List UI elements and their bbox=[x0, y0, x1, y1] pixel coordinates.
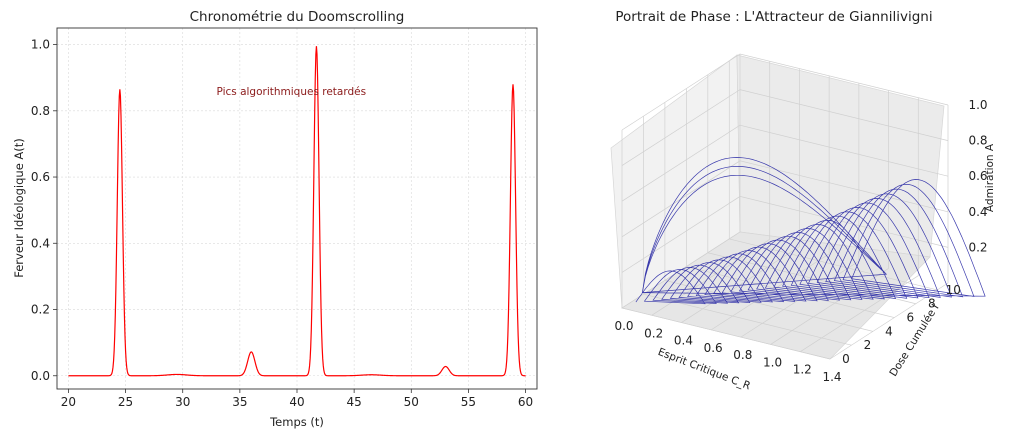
left-chart-title: Chronométrie du Doomscrolling bbox=[190, 9, 405, 25]
wall-gridline bbox=[621, 124, 949, 202]
x3-tick-label: 1.2 bbox=[793, 363, 812, 377]
x-tick-label: 45 bbox=[347, 395, 362, 409]
floor-gridline bbox=[686, 266, 895, 318]
y3-tick-label: 0 bbox=[842, 352, 850, 366]
floor-gridline bbox=[621, 307, 831, 360]
attractor-line bbox=[635, 157, 986, 305]
left-chart: Chronométrie du Doomscrolling 20 25 30 35 40… bbox=[12, 9, 538, 429]
y-tick-label: 0.0 bbox=[31, 369, 50, 383]
x-tick-label: 50 bbox=[404, 395, 419, 409]
right-chart-zlabel: Admiration A bbox=[984, 143, 996, 212]
y-tick-label: 0.2 bbox=[31, 303, 50, 317]
x-tick-label: 55 bbox=[461, 395, 476, 409]
floor-gridline bbox=[681, 246, 800, 323]
x3-tick-label: 0.0 bbox=[614, 319, 633, 333]
floor-gridline bbox=[664, 280, 873, 332]
y-tick-label: 0.6 bbox=[31, 170, 50, 184]
pane-back-right bbox=[736, 54, 945, 258]
x3-tick-label: 1.0 bbox=[763, 355, 782, 369]
left-chart-xlabel: Temps (t) bbox=[269, 415, 324, 429]
y3-tick-label: 10 bbox=[946, 283, 961, 297]
x-tick-label: 40 bbox=[289, 395, 304, 409]
floor-gridline bbox=[800, 275, 919, 353]
ferveur-line bbox=[68, 46, 526, 377]
right-chart: Portrait de Phase : L'Attracteur de Gian… bbox=[610, 9, 996, 392]
y-tick-label: 0.4 bbox=[31, 236, 50, 250]
x-tick-label: 35 bbox=[232, 395, 247, 409]
wall-gridline bbox=[621, 53, 949, 131]
left-chart-ylabel: Ferveur Idéologique A(t) bbox=[12, 138, 26, 278]
x-tick-label: 20 bbox=[61, 395, 76, 409]
right-chart-series bbox=[635, 157, 986, 305]
x3-tick-label: 1.4 bbox=[822, 370, 841, 384]
y-tick-label: 1.0 bbox=[31, 38, 50, 52]
z3-tick-label: 0.4 bbox=[968, 205, 987, 219]
y3-tick-label: 2 bbox=[864, 338, 872, 352]
z3-tick-label: 0.6 bbox=[968, 169, 987, 183]
x-tick-label: 25 bbox=[118, 395, 133, 409]
right-chart-title: Portrait de Phase : L'Attracteur de Gian… bbox=[615, 9, 932, 25]
y3-tick-label: 8 bbox=[928, 297, 936, 311]
x3-tick-label: 0.2 bbox=[644, 326, 663, 340]
left-chart-ticks: 20 25 30 35 40 45 50 55 60 0.0 0.2 0.4 0.6 0.8 1.0 bbox=[31, 38, 533, 409]
z3-tick-label: 0.8 bbox=[968, 134, 987, 148]
z3-tick-label: 0.2 bbox=[968, 240, 987, 254]
x-tick-label: 60 bbox=[518, 395, 533, 409]
right-chart-grid bbox=[621, 53, 949, 360]
wall-gridline bbox=[621, 89, 949, 166]
x3-tick-label: 0.4 bbox=[674, 334, 693, 348]
wall-gridline bbox=[621, 160, 949, 238]
left-chart-grid bbox=[57, 28, 537, 389]
y3-tick-label: 6 bbox=[907, 311, 915, 325]
left-chart-series bbox=[68, 46, 526, 377]
wall-gridline bbox=[621, 196, 949, 273]
z3-tick-label: 1.0 bbox=[968, 98, 987, 112]
y-tick-label: 0.8 bbox=[31, 104, 50, 118]
peak-annotation: Pics algorithmiques retardés bbox=[216, 86, 366, 98]
x3-tick-label: 0.6 bbox=[704, 341, 723, 355]
right-chart-ylabel: Dose Cumulée I bbox=[887, 302, 941, 379]
y3-tick-label: 4 bbox=[885, 324, 893, 338]
x3-tick-label: 0.8 bbox=[733, 348, 752, 362]
x-tick-label: 30 bbox=[175, 395, 190, 409]
